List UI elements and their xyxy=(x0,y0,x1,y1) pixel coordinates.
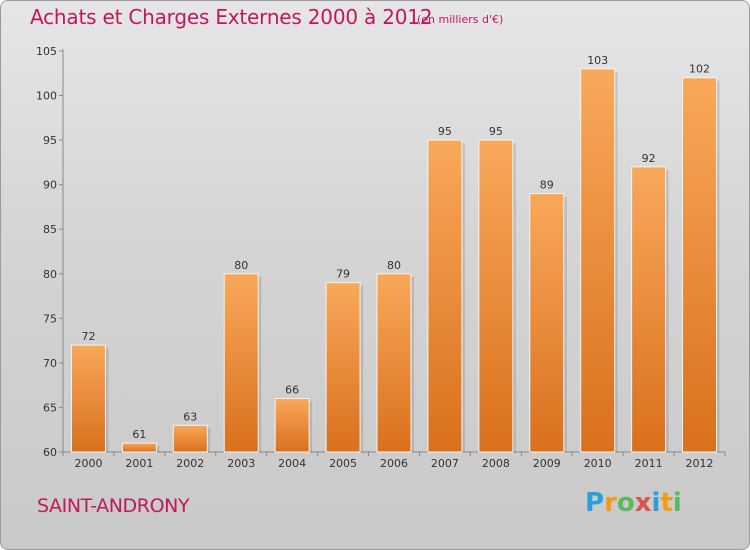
x-tick-label: 2003 xyxy=(227,457,255,470)
y-tick-label: 90 xyxy=(43,179,57,192)
bar-value-label: 95 xyxy=(489,125,503,138)
logo-letter: P xyxy=(585,488,605,518)
y-tick-label: 65 xyxy=(43,401,57,414)
bar-value-label: 102 xyxy=(689,63,710,76)
bar-2011 xyxy=(631,166,667,453)
bar-value-label: 95 xyxy=(438,125,452,138)
y-tick-label: 85 xyxy=(43,223,57,236)
bar-2004 xyxy=(274,398,310,453)
x-tick-label: 2001 xyxy=(125,457,153,470)
x-tick-label: 2007 xyxy=(431,457,459,470)
x-tick-label: 2005 xyxy=(329,457,357,470)
y-tick-label: 100 xyxy=(36,90,57,103)
x-tick-label: 2009 xyxy=(533,457,561,470)
y-tick-label: 60 xyxy=(43,446,57,459)
bar-value-label: 79 xyxy=(336,268,350,281)
bar-2010 xyxy=(580,68,616,453)
commune-name: SAINT-ANDRONY xyxy=(37,495,190,517)
bar-value-label: 92 xyxy=(642,152,656,165)
logo-letter: i xyxy=(672,488,682,518)
y-tick-label: 105 xyxy=(36,45,57,58)
chart-title: Achats et Charges Externes 2000 à 2012 xyxy=(30,5,433,29)
bar-2002 xyxy=(172,424,208,453)
x-tick-label: 2006 xyxy=(380,457,408,470)
bar-2000 xyxy=(70,344,106,453)
x-tick-label: 2008 xyxy=(482,457,510,470)
bar-2007 xyxy=(427,139,463,453)
chart-subtitle: (en milliers d'€) xyxy=(417,13,504,26)
logo-letter: o xyxy=(616,488,635,518)
bar-2008 xyxy=(478,139,514,453)
x-tick-label: 2010 xyxy=(584,457,612,470)
logo-letter: t xyxy=(660,488,673,518)
logo-letter: r xyxy=(604,488,617,518)
bar-value-label: 80 xyxy=(234,259,248,272)
bar-value-label: 103 xyxy=(587,54,608,67)
bar-value-label: 72 xyxy=(81,330,95,343)
x-tick-label: 2000 xyxy=(74,457,102,470)
bar-2003 xyxy=(223,273,259,453)
logo-letter: i xyxy=(651,488,661,518)
bar-2012 xyxy=(682,77,718,453)
x-tick-label: 2012 xyxy=(686,457,714,470)
bar-value-label: 63 xyxy=(183,410,197,423)
bar-2001 xyxy=(121,442,157,453)
x-tick-label: 2011 xyxy=(635,457,663,470)
y-tick-label: 80 xyxy=(43,268,57,281)
bar-2005 xyxy=(325,282,361,453)
proxiti-logo: Proxiti xyxy=(585,488,682,518)
y-tick-label: 75 xyxy=(43,312,57,325)
logo-letter: x xyxy=(634,488,652,518)
bar-value-label: 66 xyxy=(285,384,299,397)
y-tick-label: 70 xyxy=(43,357,57,370)
bar-value-label: 80 xyxy=(387,259,401,272)
bar-2009 xyxy=(529,193,565,453)
bar-2006 xyxy=(376,273,412,453)
bar-value-label: 89 xyxy=(540,179,554,192)
x-tick-label: 2004 xyxy=(278,457,306,470)
x-tick-label: 2002 xyxy=(176,457,204,470)
bar-value-label: 61 xyxy=(132,428,146,441)
y-tick-label: 95 xyxy=(43,134,57,147)
